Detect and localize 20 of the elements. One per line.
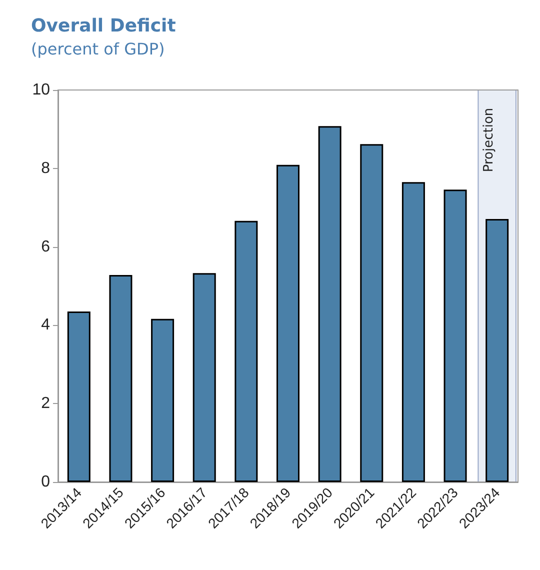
y-tick-label: 8 xyxy=(41,160,50,177)
y-tick-label: 2 xyxy=(41,395,50,412)
bar xyxy=(109,275,132,482)
chart-subtitle: (percent of GDP) xyxy=(31,40,165,58)
bar xyxy=(402,182,425,482)
chart-title: Overall Deficit xyxy=(31,16,176,36)
y-tick-label: 6 xyxy=(41,238,50,256)
bar xyxy=(444,190,467,482)
y-tick-label: 10 xyxy=(32,82,50,98)
bar xyxy=(276,164,300,482)
y-tick-label: 4 xyxy=(41,316,50,334)
bar xyxy=(486,218,509,482)
band-label: Projection xyxy=(482,108,497,172)
bar xyxy=(67,311,90,482)
bar xyxy=(234,220,258,482)
y-tick-label: 0 xyxy=(41,474,50,490)
bar xyxy=(192,273,216,482)
bar xyxy=(360,144,384,482)
bar xyxy=(318,126,342,482)
bar xyxy=(151,318,174,482)
